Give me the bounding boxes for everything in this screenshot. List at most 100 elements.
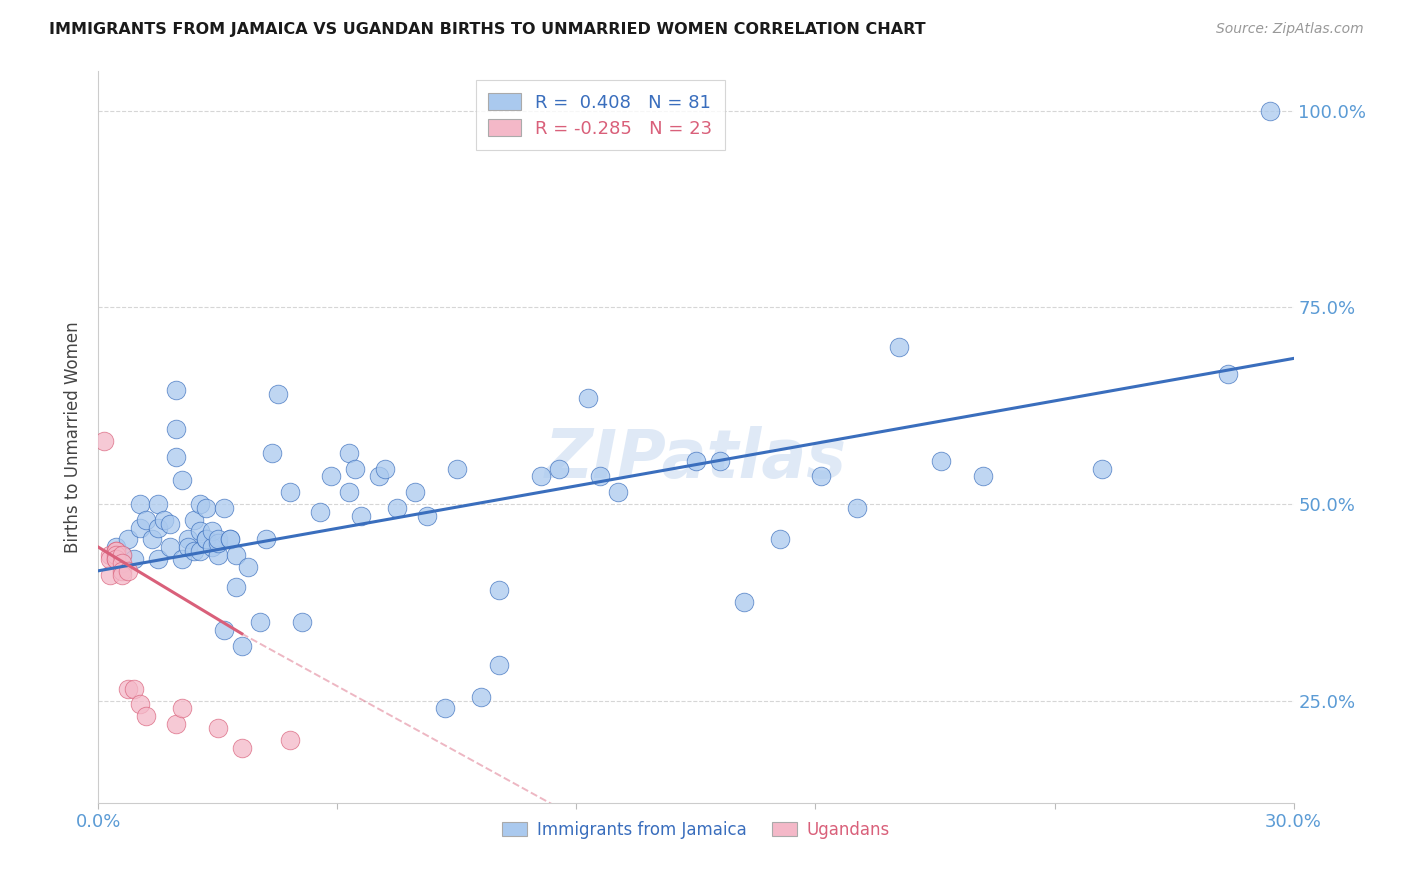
- Point: [129, 698, 152, 712]
- Point: [488, 583, 510, 598]
- Point: [339, 485, 361, 500]
- Y-axis label: Births to Unmarried Women: Births to Unmarried Women: [65, 321, 83, 553]
- Point: [98, 567, 122, 582]
- Point: [530, 469, 553, 483]
- Point: [201, 540, 224, 554]
- Point: [188, 544, 211, 558]
- Point: [195, 533, 218, 547]
- Point: [159, 516, 181, 531]
- Text: Source: ZipAtlas.com: Source: ZipAtlas.com: [1216, 22, 1364, 37]
- Point: [148, 552, 170, 566]
- Point: [685, 453, 707, 467]
- Point: [225, 580, 247, 594]
- Point: [219, 533, 242, 547]
- Point: [260, 446, 283, 460]
- Point: [321, 469, 343, 483]
- Point: [188, 524, 211, 539]
- Point: [249, 615, 271, 629]
- Point: [225, 548, 247, 562]
- Point: [374, 461, 396, 475]
- Point: [148, 497, 170, 511]
- Point: [219, 533, 242, 547]
- Point: [434, 701, 457, 715]
- Text: IMMIGRANTS FROM JAMAICA VS UGANDAN BIRTHS TO UNMARRIED WOMEN CORRELATION CHART: IMMIGRANTS FROM JAMAICA VS UGANDAN BIRTH…: [49, 22, 925, 37]
- Point: [350, 508, 373, 523]
- Point: [201, 524, 224, 539]
- Point: [117, 533, 139, 547]
- Point: [231, 740, 253, 755]
- Point: [111, 567, 134, 582]
- Point: [470, 690, 492, 704]
- Point: [153, 513, 176, 527]
- Point: [709, 453, 731, 467]
- Point: [141, 533, 163, 547]
- Point: [254, 533, 277, 547]
- Point: [207, 721, 229, 735]
- Point: [278, 485, 301, 500]
- Point: [733, 595, 755, 609]
- Point: [93, 434, 115, 448]
- Point: [165, 450, 187, 464]
- Point: [385, 500, 409, 515]
- Point: [1258, 103, 1281, 118]
- Point: [1091, 461, 1114, 475]
- Point: [105, 548, 128, 562]
- Point: [972, 469, 994, 483]
- Point: [578, 391, 600, 405]
- Point: [172, 701, 194, 715]
- Point: [105, 544, 128, 558]
- Point: [188, 497, 211, 511]
- Point: [183, 544, 205, 558]
- Point: [105, 552, 128, 566]
- Point: [111, 556, 134, 570]
- Point: [124, 552, 146, 566]
- Point: [105, 544, 128, 558]
- Point: [117, 564, 139, 578]
- Point: [212, 623, 235, 637]
- Point: [165, 383, 187, 397]
- Point: [368, 469, 391, 483]
- Point: [404, 485, 426, 500]
- Point: [98, 548, 122, 562]
- Point: [195, 533, 218, 547]
- Point: [1216, 367, 1239, 381]
- Point: [589, 469, 612, 483]
- Point: [339, 446, 361, 460]
- Point: [291, 615, 314, 629]
- Point: [165, 422, 187, 436]
- Point: [172, 473, 194, 487]
- Point: [159, 540, 181, 554]
- Point: [607, 485, 630, 500]
- Point: [231, 639, 253, 653]
- Point: [344, 461, 367, 475]
- Point: [129, 497, 152, 511]
- Point: [236, 559, 259, 574]
- Point: [111, 548, 134, 562]
- Point: [810, 469, 832, 483]
- Point: [177, 540, 200, 554]
- Legend: Immigrants from Jamaica, Ugandans: Immigrants from Jamaica, Ugandans: [495, 814, 897, 846]
- Point: [124, 681, 146, 696]
- Point: [135, 709, 157, 723]
- Point: [129, 520, 152, 534]
- Point: [165, 717, 187, 731]
- Point: [416, 508, 439, 523]
- Point: [207, 536, 229, 550]
- Point: [111, 548, 134, 562]
- Point: [172, 552, 194, 566]
- Point: [117, 681, 139, 696]
- Point: [177, 533, 200, 547]
- Point: [105, 552, 128, 566]
- Point: [308, 505, 330, 519]
- Point: [769, 533, 792, 547]
- Point: [207, 533, 229, 547]
- Point: [929, 453, 952, 467]
- Point: [135, 513, 157, 527]
- Point: [105, 540, 128, 554]
- Point: [195, 500, 218, 515]
- Point: [547, 461, 569, 475]
- Point: [98, 552, 122, 566]
- Point: [267, 387, 290, 401]
- Point: [278, 732, 301, 747]
- Point: [488, 658, 510, 673]
